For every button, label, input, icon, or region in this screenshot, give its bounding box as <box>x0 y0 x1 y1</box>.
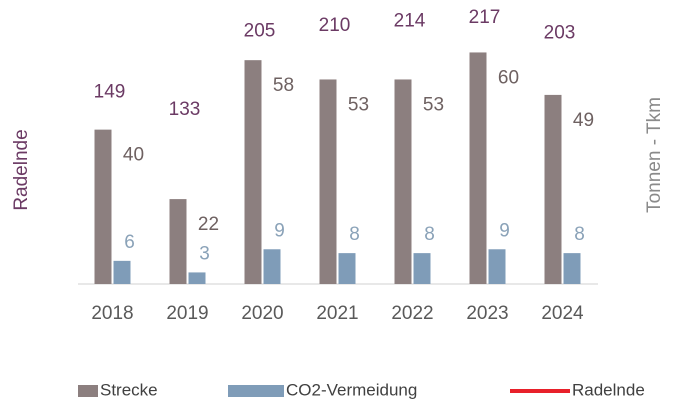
bar-label: 3 <box>199 243 210 264</box>
x-tick-label: 2019 <box>166 303 208 324</box>
bar-label: 8 <box>574 224 585 245</box>
x-tick-label: 2021 <box>316 303 358 324</box>
bar <box>113 260 131 284</box>
bar <box>488 249 506 284</box>
x-tick-label: 2020 <box>241 303 283 324</box>
bar-label: 40 <box>123 145 144 166</box>
bar <box>394 79 412 285</box>
bar <box>319 79 337 285</box>
legend-swatch <box>78 385 98 397</box>
legend-label: Strecke <box>100 380 158 399</box>
bar-label: 9 <box>499 220 510 241</box>
legend-label: Radelnde <box>572 380 645 399</box>
legend-swatch <box>228 385 284 397</box>
bar <box>94 129 112 284</box>
line-label: 214 <box>394 10 426 31</box>
bar-label: 53 <box>423 94 444 115</box>
line-label: 149 <box>94 82 126 103</box>
line-label: 217 <box>469 7 501 28</box>
y-axis-title: Radelnde <box>11 129 32 210</box>
bar <box>563 253 581 284</box>
legend-label: CO2-Vermeidung <box>286 380 417 399</box>
bar <box>188 272 206 284</box>
bar-label: 60 <box>498 67 519 88</box>
x-tick-label: 2022 <box>391 303 433 324</box>
bar-label: 8 <box>349 224 360 245</box>
bar <box>263 249 281 284</box>
x-tick-label: 2023 <box>466 303 508 324</box>
bar-label: 58 <box>273 75 294 96</box>
x-tick-label: 2018 <box>91 303 133 324</box>
bar-label: 49 <box>573 110 594 131</box>
bar-label: 9 <box>274 220 285 241</box>
bar <box>338 253 356 284</box>
bar <box>544 94 562 285</box>
bar <box>469 52 487 285</box>
y2-axis-title: Tonnen - Tkm <box>644 97 665 213</box>
bar-label: 22 <box>198 214 219 235</box>
line-label: 205 <box>244 20 276 41</box>
bar <box>169 199 187 284</box>
x-tick-label: 2024 <box>541 303 584 324</box>
line-label: 210 <box>319 15 351 36</box>
line-label: 203 <box>544 23 576 44</box>
bar <box>413 253 431 284</box>
bar-label: 8 <box>424 224 435 245</box>
line-label: 133 <box>169 99 201 120</box>
bar-label: 6 <box>124 232 135 253</box>
bar-label: 53 <box>348 94 369 115</box>
bar <box>244 60 262 285</box>
